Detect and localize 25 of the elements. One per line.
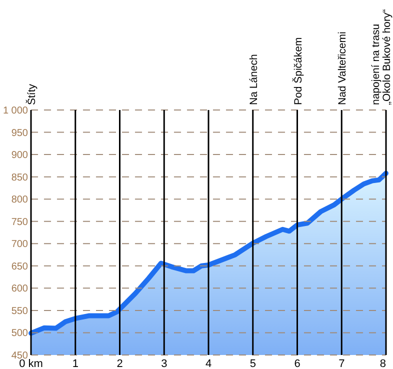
x-tick-label: 7 xyxy=(338,358,345,369)
x-tick-label: 8 xyxy=(380,358,386,369)
y-tick-label: 750 xyxy=(11,216,28,228)
text: napojení na trasu „Okolo Bukové hory“ xyxy=(370,8,393,105)
x-tick-label: 3 xyxy=(161,358,168,369)
y-tick-label: 1 000 xyxy=(2,106,28,116)
x-tick-label: 2 xyxy=(116,358,123,369)
y-tick-label: 500 xyxy=(11,328,28,340)
x-tick-label: 4 xyxy=(205,358,212,369)
y-tick-label: 800 xyxy=(11,194,28,206)
y-tick-label: 700 xyxy=(11,239,28,250)
y-tick-label: 650 xyxy=(11,261,28,272)
y-tick-label: 600 xyxy=(11,284,28,295)
y-tick-label: 900 xyxy=(11,150,28,162)
ref-line-label: Nad Valteřicemi xyxy=(336,32,349,105)
y-tick-label: 550 xyxy=(11,306,28,317)
ref-line-label: Na Lánech xyxy=(248,54,260,105)
ref-line-label: Pod Špičákem xyxy=(291,37,304,105)
y-tick-label: 850 xyxy=(11,172,28,184)
x-tick-label: 1 xyxy=(72,358,78,369)
x-tick-label: 5 xyxy=(250,358,256,369)
x-tick-label: 6 xyxy=(294,358,300,369)
text: Štíty xyxy=(25,83,38,105)
y-tick-label: 950 xyxy=(11,128,28,139)
x-tick-label: 0 km xyxy=(19,358,43,369)
